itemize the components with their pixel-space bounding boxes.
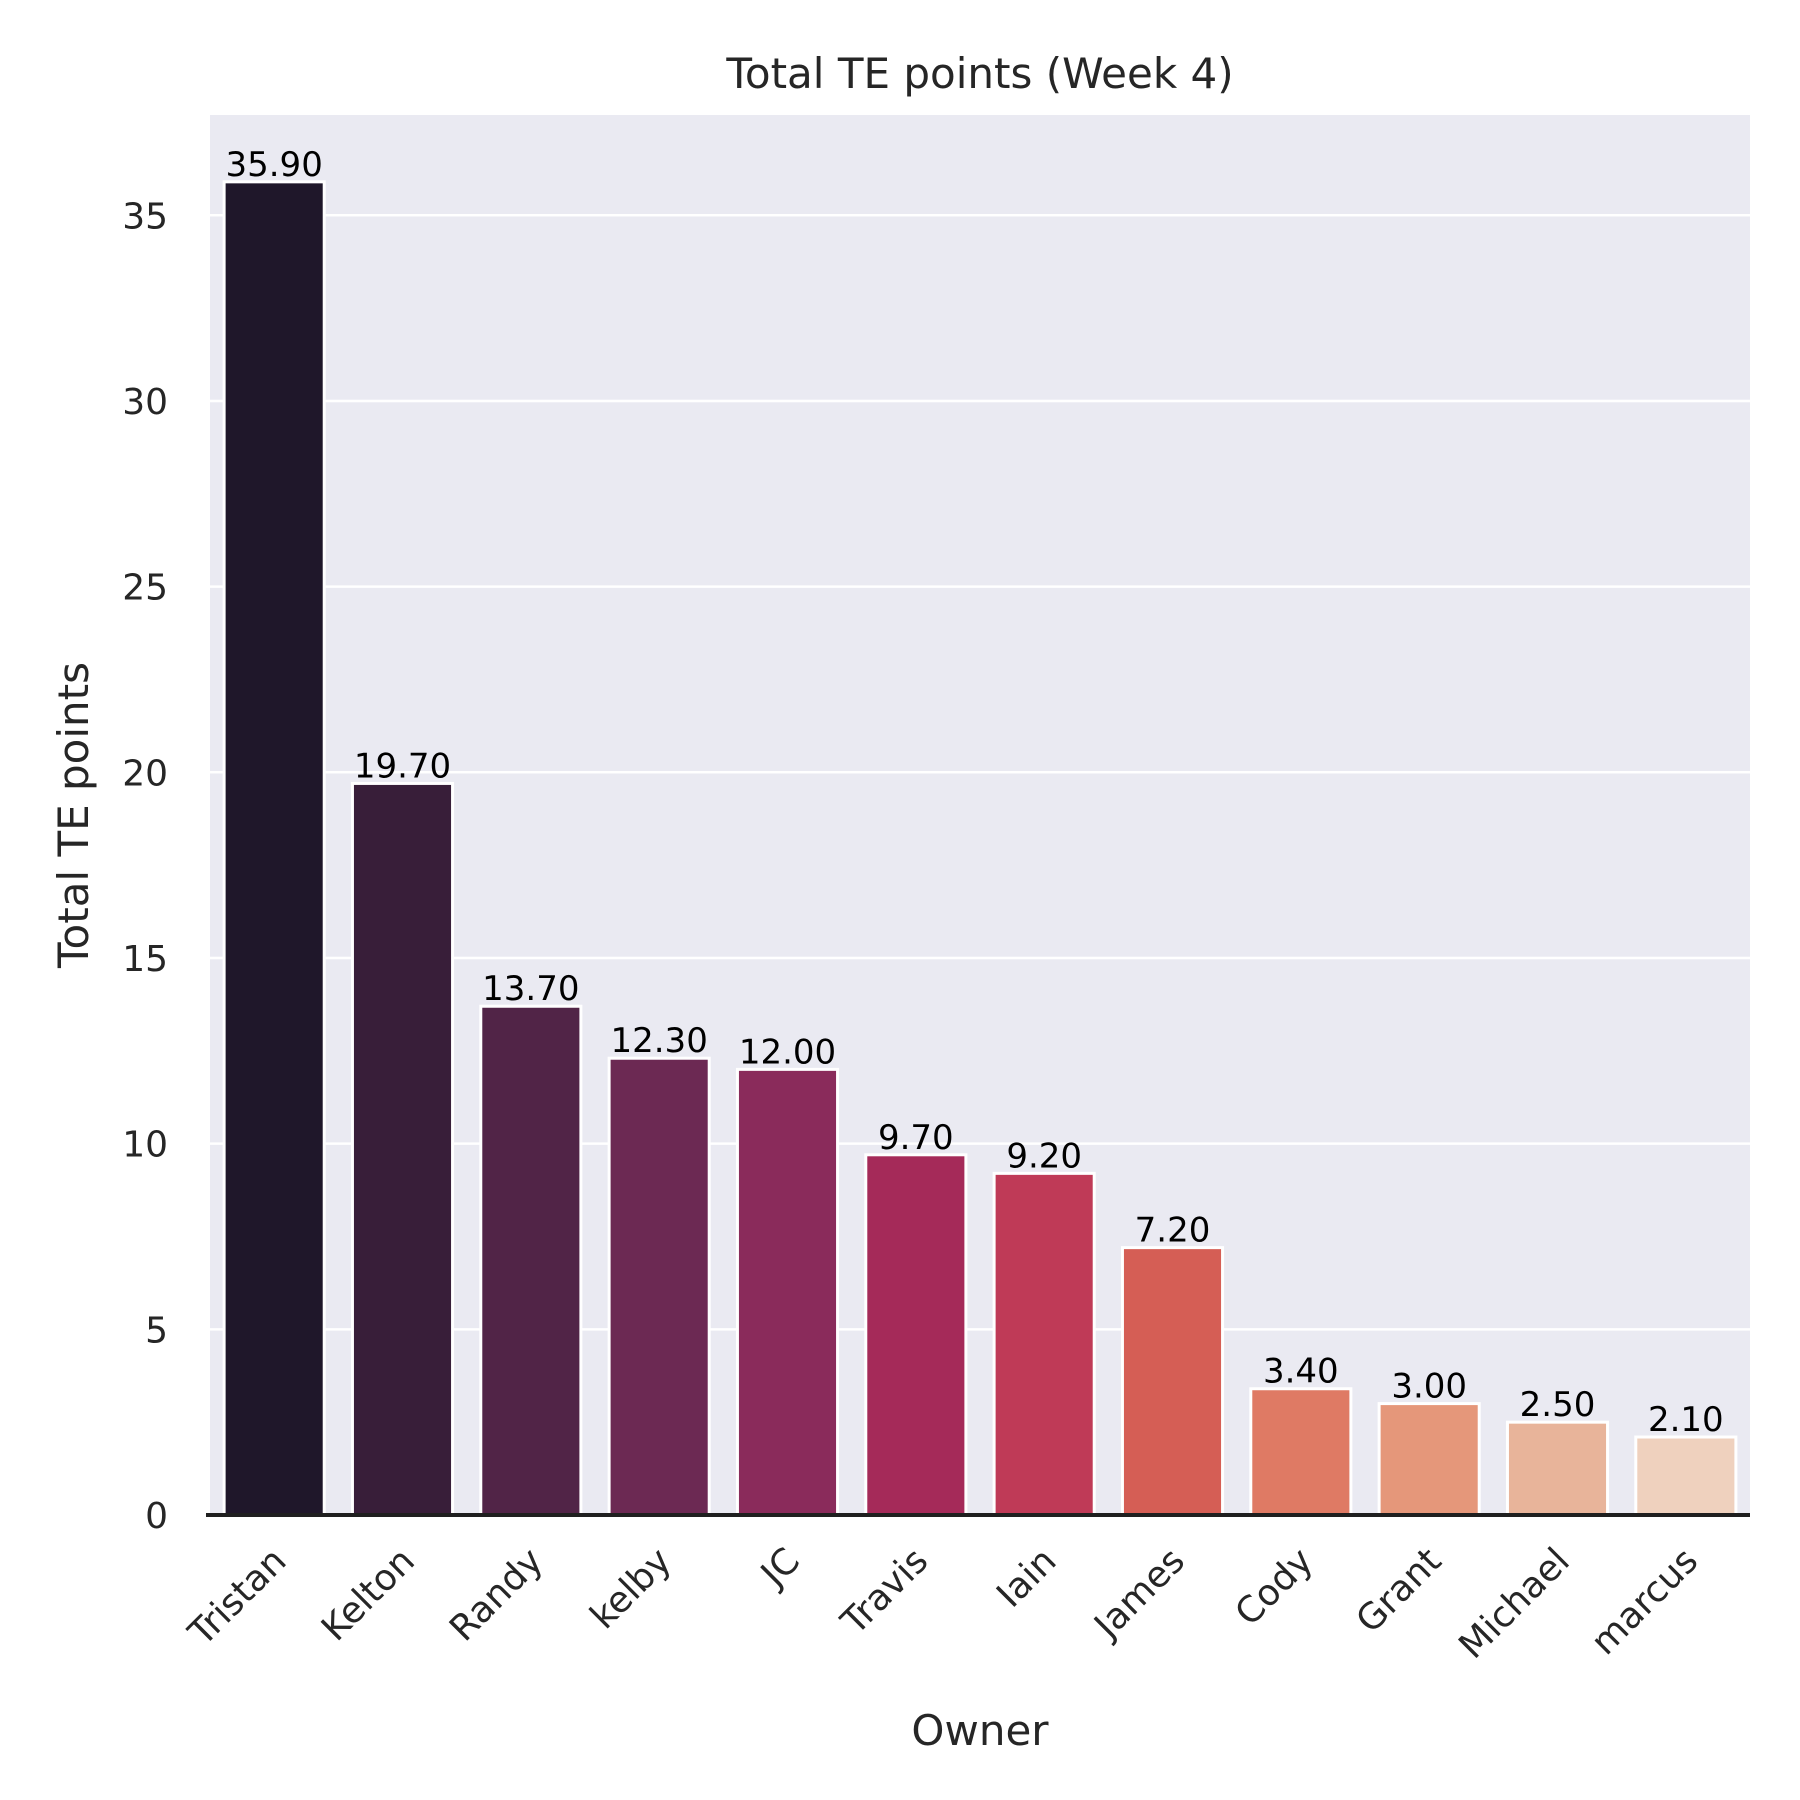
- bar-kelton: [350, 781, 455, 1517]
- bar-jc: [735, 1067, 840, 1517]
- bar-james: [1120, 1246, 1225, 1517]
- data-label: 19.70: [354, 746, 451, 786]
- x-tick-label: Kelton: [314, 1540, 423, 1649]
- bar-randy: [479, 1004, 583, 1517]
- bar-michael: [1505, 1420, 1610, 1517]
- data-label: 13.70: [482, 969, 579, 1009]
- data-label: 2.50: [1520, 1385, 1596, 1425]
- x-tick-label: JC: [752, 1540, 808, 1596]
- y-tick-label: 30: [122, 382, 168, 423]
- x-tick-label: Cody: [1228, 1540, 1322, 1634]
- y-tick-label: 35: [122, 196, 168, 237]
- y-tick-label: 5: [145, 1310, 168, 1351]
- x-axis-label: Owner: [911, 1706, 1049, 1755]
- x-tick-label: Randy: [442, 1540, 551, 1649]
- plot-background: [210, 115, 1750, 1515]
- bar-grant: [1377, 1402, 1481, 1517]
- y-tick-label: 15: [122, 939, 168, 980]
- data-label: 3.00: [1391, 1367, 1467, 1407]
- gridlines: [210, 214, 1750, 1331]
- bar-travis: [864, 1153, 968, 1517]
- x-tick-label: Iain: [989, 1540, 1064, 1615]
- bar-iain: [992, 1171, 1096, 1517]
- data-label: 2.10: [1648, 1400, 1724, 1440]
- x-tick-label: Grant: [1349, 1540, 1450, 1641]
- chart-title: Total TE points (Week 4): [725, 49, 1233, 98]
- data-label: 35.90: [225, 145, 322, 185]
- x-tick-label: Michael: [1451, 1540, 1577, 1666]
- data-label: 12.00: [739, 1032, 836, 1072]
- y-tick-label: 20: [122, 753, 168, 794]
- x-tick-label: Travis: [833, 1540, 936, 1643]
- x-axis-ticks: Tristan Kelton Randy kelby JC Travis Iain James…: [181, 1540, 1707, 1666]
- y-axis-ticks: 0 5 10 15 20 25 30 35: [122, 196, 168, 1537]
- data-label: 3.40: [1263, 1352, 1339, 1392]
- bar-cody: [1249, 1387, 1353, 1517]
- bar-marcus: [1634, 1435, 1738, 1517]
- x-tick-label: Tristan: [181, 1540, 295, 1654]
- data-label: 12.30: [610, 1021, 707, 1061]
- x-tick-label: James: [1086, 1540, 1193, 1647]
- data-labels: 35.90 19.70 13.70 12.30 12.00 9.70 9.20 7.20 3.4…: [225, 145, 1723, 1440]
- y-tick-label: 25: [122, 568, 168, 609]
- bar-tristan: [222, 180, 326, 1517]
- data-label: 9.70: [878, 1118, 954, 1158]
- x-tick-label: marcus: [1584, 1540, 1707, 1663]
- data-label: 7.20: [1135, 1211, 1211, 1251]
- y-tick-label: 10: [122, 1125, 168, 1166]
- x-tick-label: kelby: [583, 1540, 680, 1637]
- bar-kelby: [607, 1056, 711, 1517]
- y-tick-label: 0: [145, 1496, 168, 1537]
- y-axis-label: Total TE points: [49, 662, 98, 969]
- data-label: 9.20: [1006, 1136, 1082, 1176]
